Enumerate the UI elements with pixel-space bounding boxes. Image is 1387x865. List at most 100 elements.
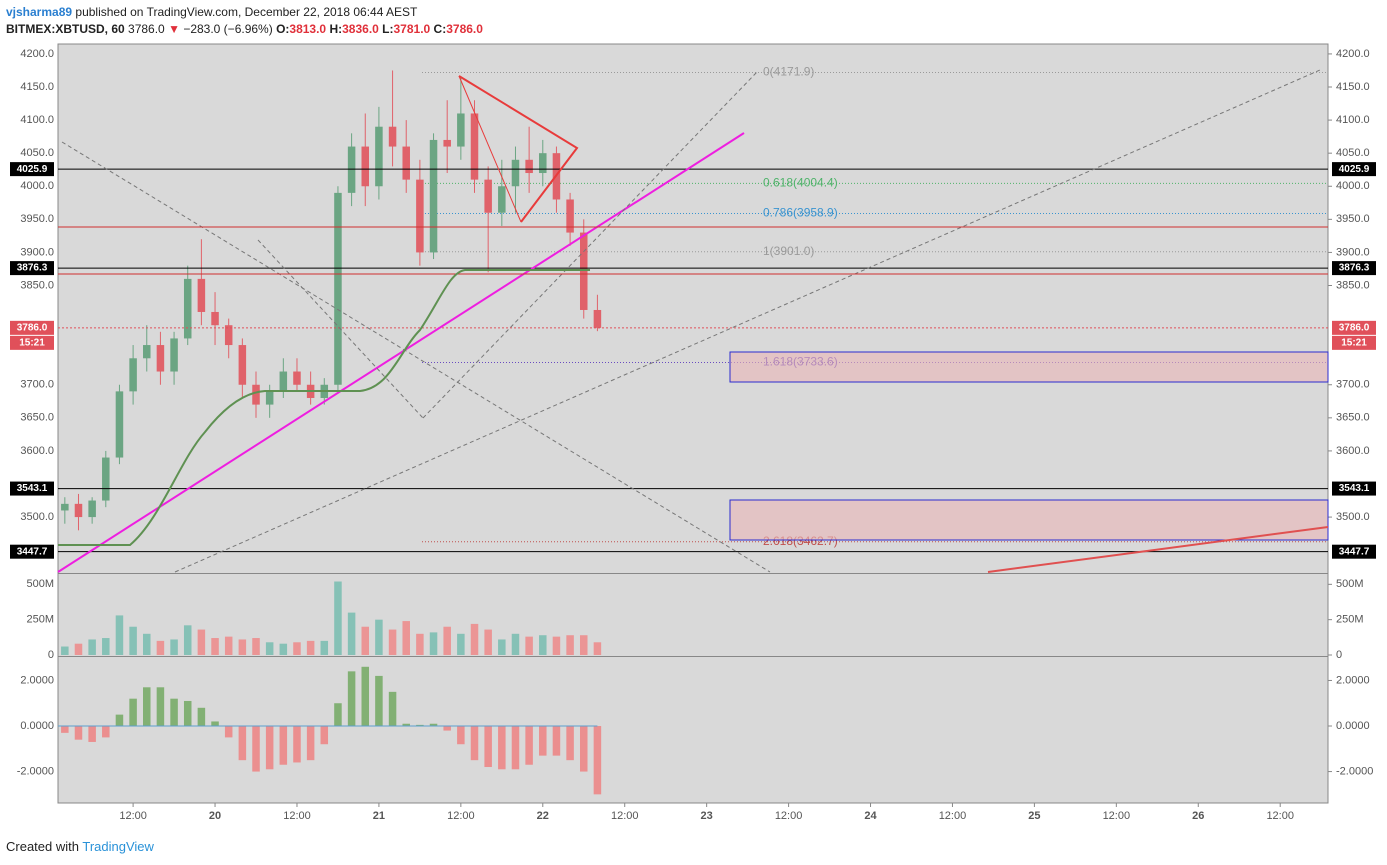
candle-body — [470, 113, 479, 180]
x-tick-label: 21 — [373, 810, 385, 822]
osc-bar — [429, 723, 438, 727]
volume-bar — [579, 635, 588, 655]
countdown-badge — [1332, 335, 1376, 350]
osc-bar — [334, 703, 342, 727]
osc-bar — [539, 726, 547, 756]
y-tick-label: 4050.0 — [20, 147, 54, 159]
author[interactable]: vjsharma89 — [6, 5, 73, 19]
y-tick-label: 4000.0 — [20, 180, 54, 192]
candle-body — [402, 146, 410, 180]
candle-body — [457, 113, 465, 147]
x-tick-label: 12:00 — [283, 810, 311, 822]
osc-bar — [211, 721, 219, 727]
osc-bar — [293, 726, 301, 763]
volume-bar — [224, 636, 233, 655]
candle-body — [211, 311, 219, 326]
y-tick-label: 2.0000 — [20, 674, 54, 686]
candle-body — [416, 179, 424, 253]
candle-body — [511, 159, 520, 187]
x-tick-label: 22 — [537, 810, 549, 822]
osc-bar — [320, 726, 329, 745]
osc-bar — [552, 726, 561, 756]
price-badge-label: 3543.1 — [17, 483, 48, 494]
osc-bar — [224, 726, 233, 738]
y-tick-label: 0.0000 — [20, 720, 54, 732]
volume-bar — [511, 633, 520, 655]
osc-bar — [74, 726, 83, 740]
osc-bar — [402, 723, 410, 727]
volume-bar — [484, 629, 492, 655]
y-tick-label: 500M — [26, 578, 54, 590]
candle-body — [429, 139, 438, 253]
volume-bar — [347, 612, 356, 655]
osc-bar — [197, 707, 206, 727]
brand[interactable]: TradingView — [82, 839, 154, 854]
fib-label: 1(3901.0) — [763, 244, 814, 258]
candle-body — [224, 325, 233, 346]
y-tick-label: 4150.0 — [1336, 81, 1370, 93]
volume-bar — [539, 635, 547, 655]
y-tick-label: 3850.0 — [20, 279, 54, 291]
candle-body — [279, 371, 288, 392]
countdown-badge — [10, 335, 54, 350]
price-badge-label: 3447.7 — [17, 546, 48, 557]
price-badge-label: 3876.3 — [17, 263, 48, 274]
osc-bar — [115, 714, 124, 727]
osc-bar — [252, 726, 260, 772]
volume-bar — [388, 629, 397, 655]
countdown: 15:21 — [1341, 337, 1367, 348]
y-tick-label: 3500.0 — [1336, 511, 1370, 523]
y-tick-label: 3600.0 — [1336, 445, 1370, 457]
volume-bar — [593, 642, 602, 655]
candle-body — [156, 345, 165, 372]
candle-body — [334, 192, 342, 385]
candle-body — [238, 345, 247, 385]
osc-bar — [566, 726, 574, 761]
volume-bar — [306, 640, 315, 655]
candle-body — [252, 384, 260, 405]
volume-bar — [102, 638, 110, 655]
ohlc-label: L: — [382, 22, 394, 36]
candle-body — [61, 503, 69, 511]
volume-bar — [429, 632, 438, 655]
osc-bar — [102, 726, 110, 738]
volume-bar — [115, 615, 124, 655]
price-badge — [1332, 544, 1376, 559]
trendline — [987, 526, 1329, 573]
osc-bar — [265, 726, 274, 770]
candle-body — [388, 126, 397, 147]
volume-bar — [265, 642, 274, 655]
volume-bar — [375, 619, 383, 655]
volume-bar — [443, 626, 451, 655]
osc-bar — [498, 726, 506, 770]
y-tick-label: -2.0000 — [1336, 765, 1373, 777]
y-tick-label: 250M — [26, 614, 54, 626]
volume-bar — [361, 626, 370, 655]
fib-label: 0.786(3958.9) — [763, 206, 838, 220]
osc-bar — [579, 726, 588, 772]
volume-bar — [498, 639, 506, 655]
price-badge — [10, 162, 54, 177]
candle-body — [143, 345, 151, 359]
y-tick-label: 4100.0 — [20, 114, 54, 126]
candle-body — [566, 199, 574, 233]
osc-bar — [361, 666, 370, 727]
x-tick-label: 12:00 — [1266, 810, 1294, 822]
osc-bar — [375, 675, 383, 727]
candle-body — [74, 503, 83, 518]
osc-bar — [593, 726, 602, 795]
y-tick-label: 3600.0 — [20, 445, 54, 457]
ohlc: O:3813.0 H:3836.0 L:3781.0 C:3786.0 — [276, 22, 483, 36]
osc-bar — [457, 726, 465, 745]
osc-bar — [525, 726, 533, 765]
volume-bar — [279, 643, 288, 655]
price-badge — [10, 544, 54, 559]
volume-bar — [170, 639, 178, 655]
header-line: vjsharma89 published on TradingView.com,… — [6, 5, 417, 19]
candle-body — [102, 457, 110, 501]
y-tick-label: 3900.0 — [1336, 246, 1370, 258]
y-tick-label: 3950.0 — [20, 213, 54, 225]
x-tick-label: 25 — [1028, 810, 1040, 822]
y-tick-label: 3850.0 — [1336, 279, 1370, 291]
ohlc-label: O: — [276, 22, 290, 36]
